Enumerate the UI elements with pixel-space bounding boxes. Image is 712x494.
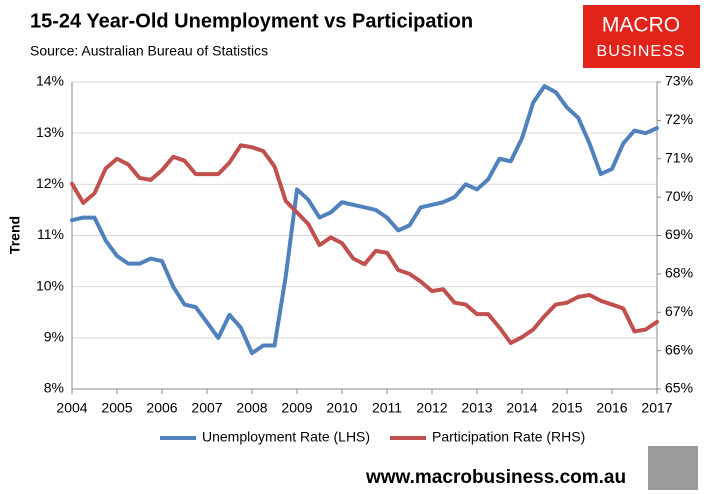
x-tick-label: 2010 (326, 400, 357, 416)
y-tick-label: 9% (44, 329, 64, 345)
logo-text: BUSINESS (597, 43, 686, 60)
y2-tick-label: 73% (665, 73, 693, 89)
data-line (70, 143, 659, 345)
y2-tick-label: 72% (665, 111, 693, 127)
y2-tick-label: 69% (665, 226, 693, 242)
y2-tick-label: 70% (665, 188, 693, 204)
x-tick-label: 2006 (146, 400, 177, 416)
x-tick-label: 2014 (506, 400, 537, 416)
x-tick-label: 2007 (191, 400, 222, 416)
y-tick-label: 12% (36, 175, 64, 191)
x-tick-label: 2011 (372, 400, 402, 416)
y2-tick-label: 71% (665, 149, 693, 165)
wolf-icon (648, 446, 698, 490)
x-tick-label: 2012 (416, 400, 447, 416)
logo-box (583, 5, 700, 68)
y-tick-label: 11% (37, 226, 64, 242)
x-tick-label: 2009 (281, 400, 312, 416)
y-tick-label: 14% (36, 73, 64, 89)
y-tick-label: 8% (44, 380, 64, 396)
y-axis-label: Trend (7, 216, 23, 254)
data-line (70, 84, 659, 356)
x-tick-label: 2008 (236, 400, 267, 416)
y2-tick-label: 67% (665, 303, 693, 319)
y-tick-label: 13% (36, 124, 64, 140)
logo-text: MACRO (602, 14, 680, 37)
x-tick-label: 2016 (596, 400, 627, 416)
x-tick-label: 2017 (641, 400, 672, 416)
y2-tick-label: 68% (665, 265, 693, 281)
x-tick-label: 2004 (56, 400, 87, 416)
legend-label: Unemployment Rate (LHS) (202, 429, 370, 445)
legend-label: Participation Rate (RHS) (432, 429, 585, 445)
x-tick-label: 2015 (551, 400, 582, 416)
x-tick-label: 2013 (461, 400, 492, 416)
x-tick-label: 2005 (101, 400, 132, 416)
y2-tick-label: 66% (665, 341, 693, 357)
chart-subtitle: Source: Australian Bureau of Statistics (30, 43, 268, 59)
y2-tick-label: 65% (665, 380, 693, 396)
y-tick-label: 10% (36, 277, 64, 293)
footer-url: www.macrobusiness.com.au (365, 467, 626, 488)
chart-title: 15-24 Year-Old Unemployment vs Participa… (30, 10, 473, 32)
